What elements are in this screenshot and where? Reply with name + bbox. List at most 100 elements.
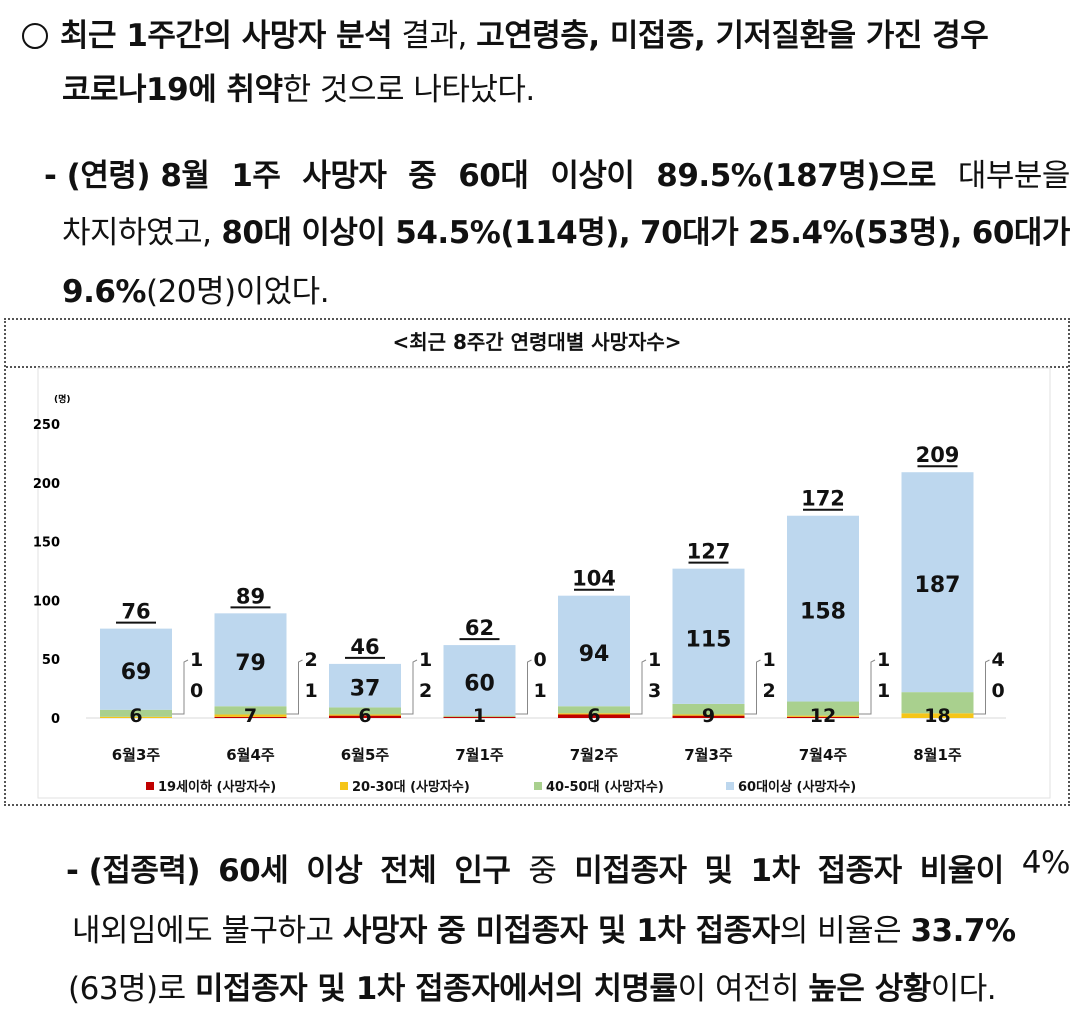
bar-total-label: 104: [572, 567, 616, 591]
bar-segment: [214, 714, 287, 717]
x-tick-label: 8월1주: [913, 746, 962, 764]
legend-swatch: [340, 782, 348, 790]
age-w1: - (연령) 8월: [44, 158, 210, 194]
bar-value-label-40-50: 18: [924, 705, 950, 727]
bar-total-label: 127: [687, 540, 731, 564]
summary-line-1: 최근 1주간의 사망자 분석 결과, 고연령층, 미접종, 기저질환을 가진 경…: [22, 10, 1072, 55]
circle-bullet-icon: [22, 23, 48, 49]
bar-segment: [787, 715, 859, 717]
age-w14: 25.4%(53명),: [748, 215, 962, 251]
bar-segment: [329, 663, 401, 708]
bar-segment: [558, 714, 630, 718]
chart-title-divider: [6, 366, 1068, 368]
bar-value-label-40-50: 7: [244, 705, 257, 727]
age-w9: 차지하였고,: [62, 215, 212, 251]
legend-label: 20-30대 (사망자수): [352, 779, 470, 795]
vacc-w7: 미접종자: [574, 853, 687, 889]
age-w8: 대부분을: [957, 158, 1071, 194]
y-tick-label: 50: [42, 653, 60, 668]
callout-leader-line: [172, 659, 189, 715]
age-line-1: - (연령) 8월 1주 사망자 중 60대 이상이 89.5%(187명)으로…: [44, 150, 1070, 195]
y-tick-label: 200: [33, 477, 60, 492]
bar-value-label-40-50: 1: [473, 705, 486, 727]
summary-text-2: 한 것으로 나타났다.: [282, 72, 536, 108]
bar-value-label-20-30: 2: [305, 649, 318, 671]
x-tick-label: 7월2주: [570, 746, 619, 764]
bar-segment: [901, 472, 974, 693]
bar-value-label-60plus: 158: [800, 600, 846, 625]
bar-segment: [214, 716, 287, 718]
legend-label: 60대이상 (사망자수): [738, 779, 856, 795]
bar-segment: [787, 716, 859, 718]
vacc-w14: 사망자 중 미접종자 및 1차 접종자: [342, 913, 780, 949]
age-w7: 89.5%(187명)으로: [656, 158, 936, 194]
y-tick-label: 150: [33, 536, 60, 551]
bar-segment: [672, 568, 745, 704]
legend-label: 40-50대 (사망자수): [546, 779, 664, 795]
bar-segment: [329, 714, 401, 716]
summary-bold-1: 최근 1주간의 사망자 분석: [60, 18, 393, 54]
bar-segment: [329, 715, 401, 718]
bar-value-label-60plus: 69: [121, 660, 152, 685]
vacc-w1: - (접종력): [66, 853, 201, 889]
summary-bold-3: 코로나19에 취약: [62, 72, 283, 108]
vacc-w20: 높은 상황: [808, 971, 931, 1007]
x-tick-label: 7월1주: [455, 746, 504, 764]
x-tick-label: 6월4주: [226, 746, 275, 764]
summary-line-2: 코로나19에 취약한 것으로 나타났다.: [62, 64, 535, 109]
bar-total-label: 89: [236, 584, 265, 608]
vacc-w10: 접종자: [817, 853, 903, 889]
y-tick-label: 0: [51, 712, 60, 727]
bar-segment: [214, 706, 287, 715]
vacc-w15: 의 비율은: [779, 913, 911, 949]
vacc-line-2: 내외임에도 불구하고 사망자 중 미접종자 및 1차 접종자의 비율은 33.7…: [72, 905, 1016, 950]
vacc-w9: 1차: [750, 853, 801, 889]
vacc-w19: 이 여전히: [677, 971, 809, 1007]
age-w11: 이상이: [301, 215, 386, 251]
vacc-w16: 33.7%: [910, 913, 1016, 949]
age-w3: 사망자: [302, 158, 387, 194]
vacc-w12: 4%: [1021, 845, 1071, 881]
plot-area-frame: [37, 367, 1051, 799]
bar-value-label-60plus: 115: [686, 627, 732, 652]
bar-total-label: 76: [121, 600, 150, 624]
age-w6: 이상이: [550, 158, 635, 194]
bar-segment: [672, 714, 745, 716]
bar-segment: [558, 713, 630, 715]
callout-leader-line: [286, 659, 303, 715]
age-line-2: 차지하였고, 80대 이상이 54.5%(114명), 70대가 25.4%(5…: [62, 207, 1070, 252]
callout-leader-line: [630, 659, 647, 715]
age-w5: 60대: [458, 158, 529, 194]
bar-value-label-40-50: 6: [358, 705, 371, 727]
vacc-w3: 이상: [306, 853, 363, 889]
bar-segment: [100, 716, 172, 718]
chart-panel: <최근 8주간 연령대별 사망자수> (명) 0 50 100 150 200 250 6월3…: [4, 318, 1070, 806]
bar-total-label: 209: [916, 443, 960, 467]
bar-segment: [443, 716, 516, 718]
bar-segment: [329, 707, 401, 715]
vacc-w5: 인구: [454, 853, 511, 889]
bar-segment: [214, 613, 287, 707]
bar-value-label-under-19: 1: [877, 680, 890, 702]
y-tick-label: 250: [33, 418, 60, 433]
bar-value-label-40-50: 12: [810, 705, 836, 727]
bar-value-label-60plus: 37: [350, 677, 381, 702]
bar-segment: [787, 701, 859, 716]
bar-value-label-60plus: 94: [579, 642, 610, 667]
vacc-w11: 비율이: [919, 853, 1005, 889]
bar-value-label-40-50: 9: [702, 705, 715, 727]
bar-value-label-under-19: 3: [648, 680, 661, 702]
age-w10: 80대: [221, 215, 292, 251]
legend-swatch: [726, 782, 734, 790]
age-w16: 9.6%: [62, 274, 146, 310]
age-line-3: 9.6%(20명)이었다.: [62, 266, 330, 311]
age-w17: (20명)이었다.: [145, 274, 330, 310]
age-w4: 중: [408, 158, 437, 194]
vacc-w8: 및: [704, 853, 734, 889]
bar-segment: [100, 628, 172, 710]
bar-total-label: 172: [801, 487, 845, 511]
bar-value-label-20-30: 1: [419, 649, 432, 671]
callout-leader-line: [401, 659, 418, 715]
legend-label: 19세이하 (사망자수): [158, 779, 276, 795]
